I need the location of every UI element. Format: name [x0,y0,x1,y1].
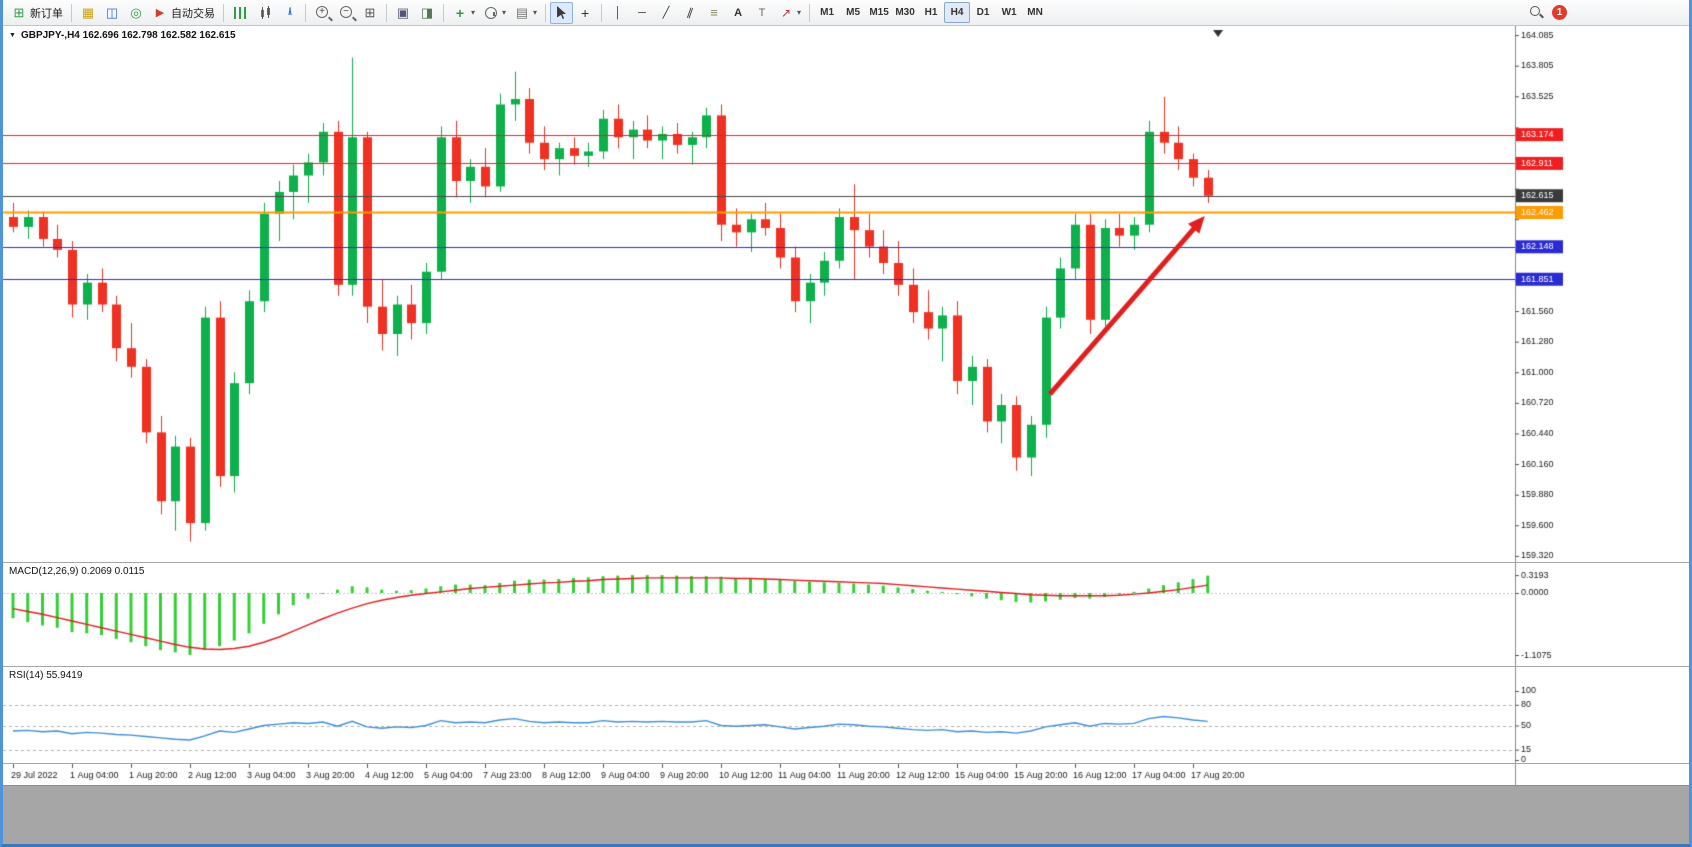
toolbar-separator [601,3,603,22]
timeframe-m1-button[interactable]: M1 [820,7,835,18]
toolbar-right-cluster: 1 [1529,5,1567,20]
auto-arrange-button[interactable] [391,2,415,24]
time-axis-canvas[interactable] [3,764,1689,785]
charts-grid-button[interactable] [76,2,100,24]
channel-icon [680,2,701,23]
one-click-collapse-icon[interactable]: ▼ [9,32,16,39]
new-order-button[interactable]: 新订单 [7,2,67,24]
search-icon[interactable] [1529,5,1544,20]
new-order-label: 新订单 [30,7,63,20]
templates-button[interactable]: ▾ [510,2,541,24]
crosshair-button[interactable] [573,2,597,24]
indicators-button[interactable]: ▾ [448,2,479,24]
chevron-down-icon: ▾ [471,8,476,17]
template-icon [514,5,530,21]
bar-chart-mode-button[interactable] [228,2,253,24]
timeframe-w1-button[interactable]: W1 [1001,7,1017,18]
workspace-background [3,785,1689,844]
timeframe-m30-button[interactable]: M30 [895,7,915,18]
autotrading-label: 自动交易 [171,7,215,20]
time-axis [3,763,1689,785]
timeframe-m5-button[interactable]: M5 [846,7,861,18]
toolbar-separator [386,3,387,22]
price-panel: ▼ GBPJPY-,H4 162.696 162.798 162.582 162… [3,26,1689,562]
text-icon [730,5,746,21]
equidistant-channel-button[interactable] [678,2,702,24]
chevron-down-icon: ▾ [533,8,538,17]
arrange-icon [395,5,411,21]
toolbar-separator [305,3,306,22]
tile-icon [362,5,378,21]
market-watch-icon [104,5,120,21]
navigator-icon [128,5,144,21]
timeframe-d1-button[interactable]: D1 [976,7,990,18]
cursor-button[interactable] [550,1,574,24]
chart-shift-button[interactable] [415,2,439,24]
cursor-icon [557,6,567,19]
vertical-line-button[interactable] [606,2,630,24]
candles-icon [258,5,272,20]
autotrading-icon [152,5,168,21]
symbol-ohlc-line: ▼ GBPJPY-,H4 162.696 162.798 162.582 162… [9,30,236,41]
text-button[interactable] [726,2,750,24]
line-chart-mode-button[interactable] [277,2,301,24]
timeframe-h1-button[interactable]: H1 [924,7,938,18]
new-order-icon [11,5,27,21]
chevron-down-icon: ▾ [502,8,507,17]
zoom-in-icon [316,5,328,18]
horizontal-line-button[interactable] [630,2,654,24]
tile-windows-button[interactable] [358,2,382,24]
hline-icon [634,5,650,21]
clock-icon [485,6,498,19]
indicators-icon [452,5,468,21]
price-chart-canvas[interactable] [3,26,1689,562]
toolbar-separator [443,3,444,22]
rsi-canvas[interactable] [3,667,1689,763]
vline-icon [610,5,626,21]
arrows-button[interactable]: ▾ [774,2,805,24]
fibonacci-button[interactable] [702,2,726,24]
chart-window: ▼ GBPJPY-,H4 162.696 162.798 162.582 162… [3,26,1689,785]
timeframe-h4-button[interactable]: H4 [944,2,971,23]
notification-badge[interactable]: 1 [1552,5,1567,20]
toolbar: 新订单 自动交易 ▾ ▾ ▾ ▾ M1 M5 M15 M30 H1 H4 D1 W1 MN 1 [3,0,1689,26]
zoom-out-icon [340,5,352,18]
autotrading-button[interactable]: 自动交易 [148,2,219,24]
crosshair-icon [577,5,593,21]
timeframe-mn-button[interactable]: MN [1027,7,1043,18]
zoom-in-button[interactable] [310,2,334,24]
toolbar-separator [223,3,224,22]
rsi-label: RSI(14) 55.9419 [9,670,83,681]
toolbar-separator [809,3,811,22]
trendline-button[interactable] [654,2,678,24]
toolbar-separator [71,3,72,22]
macd-panel: MACD(12,26,9) 0.2069 0.0115 [3,562,1689,666]
rsi-panel: RSI(14) 55.9419 [3,666,1689,763]
bars-icon [234,6,247,19]
macd-canvas[interactable] [3,563,1689,666]
candle-chart-mode-button[interactable] [253,2,277,24]
line-icon [281,5,297,21]
charts-grid-icon [80,5,96,21]
zoom-out-button[interactable] [334,2,358,24]
label-icon [754,5,770,21]
text-label-button[interactable] [750,2,774,24]
shift-icon [419,5,435,21]
toolbar-separator [545,3,547,22]
chevron-down-icon: ▾ [797,8,802,17]
fibonacci-icon [706,5,722,21]
timeframe-m15-button[interactable]: M15 [869,7,889,18]
navigator-button[interactable] [124,2,148,24]
chart-symbol-ohlc: GBPJPY-,H4 162.696 162.798 162.582 162.6… [20,30,236,41]
market-watch-button[interactable] [100,2,124,24]
periods-button[interactable]: ▾ [479,2,510,24]
arrows-icon [778,5,794,21]
macd-label: MACD(12,26,9) 0.2069 0.0115 [9,566,145,577]
trendline-icon [658,5,674,21]
